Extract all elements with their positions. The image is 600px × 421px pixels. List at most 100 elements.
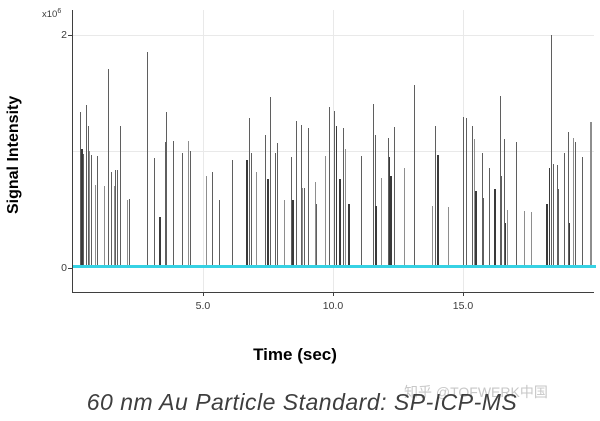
y-axis-title: Signal Intensity xyxy=(5,95,22,215)
spike xyxy=(307,128,309,268)
spike xyxy=(437,154,439,268)
spike xyxy=(507,209,509,268)
spike xyxy=(329,107,331,268)
spike xyxy=(126,200,128,268)
gridline-vertical xyxy=(332,10,334,292)
spike xyxy=(269,96,271,268)
spike xyxy=(147,52,149,268)
spike xyxy=(504,138,506,268)
spike xyxy=(569,222,571,268)
spike xyxy=(86,104,88,268)
spike xyxy=(501,175,503,268)
spike xyxy=(488,167,490,268)
spike xyxy=(83,153,85,268)
x-tick-mark xyxy=(332,292,334,296)
spike xyxy=(568,131,570,268)
spike xyxy=(159,216,162,268)
spike xyxy=(530,212,532,268)
spike xyxy=(447,207,449,268)
spike xyxy=(79,111,81,268)
spike xyxy=(206,175,208,268)
spike xyxy=(548,167,550,268)
gridline-horizontal xyxy=(73,151,594,153)
baseline-zero-line xyxy=(73,265,596,268)
spike xyxy=(108,68,110,268)
spike xyxy=(173,140,175,268)
x-tick-label: 10.0 xyxy=(322,300,344,312)
spike xyxy=(190,151,191,268)
spike xyxy=(558,188,560,268)
spike xyxy=(164,142,166,268)
spike xyxy=(277,143,279,268)
spike xyxy=(80,149,83,268)
spike xyxy=(274,152,276,268)
spike xyxy=(166,111,168,268)
spike xyxy=(515,142,517,268)
spike xyxy=(284,200,286,268)
spike xyxy=(575,142,577,268)
spike xyxy=(104,186,106,268)
spike xyxy=(389,175,392,268)
spike xyxy=(499,95,501,268)
spike xyxy=(551,34,553,268)
spike xyxy=(475,191,478,268)
spike xyxy=(304,187,306,268)
spike xyxy=(343,128,345,268)
x-axis-title: Time (sec) xyxy=(253,345,337,364)
spike xyxy=(115,170,117,268)
spike xyxy=(245,159,248,268)
y-tick-label: 0 xyxy=(61,262,67,274)
spike xyxy=(182,152,184,268)
spike xyxy=(563,152,565,268)
spike xyxy=(250,152,252,268)
spike xyxy=(380,178,382,268)
spike xyxy=(435,125,437,268)
spike xyxy=(389,157,391,268)
spike xyxy=(481,152,483,268)
spike xyxy=(545,203,548,268)
spike xyxy=(473,138,475,268)
spike xyxy=(335,125,337,268)
spike xyxy=(334,110,336,268)
spike xyxy=(113,186,115,268)
spike xyxy=(212,172,214,268)
spike xyxy=(404,167,406,268)
x-tick-label: 5.0 xyxy=(195,300,211,312)
y-tick-mark xyxy=(68,34,72,36)
spike xyxy=(462,116,464,268)
spike xyxy=(266,179,269,268)
spike-layer xyxy=(73,10,594,268)
x-tick-mark xyxy=(462,292,464,296)
spike xyxy=(111,172,113,268)
spike xyxy=(314,181,316,268)
spike xyxy=(472,125,474,268)
spike xyxy=(265,135,267,268)
spike xyxy=(248,117,250,268)
spike xyxy=(300,124,302,268)
gridline-vertical xyxy=(202,10,204,292)
spike xyxy=(553,164,555,268)
y-axis-exponent-label: x106 xyxy=(42,8,62,21)
spike xyxy=(291,157,293,268)
spike xyxy=(581,157,583,268)
spike xyxy=(432,206,434,268)
x-tick-mark xyxy=(202,292,204,296)
spike xyxy=(465,117,467,268)
spike xyxy=(292,200,295,268)
spike xyxy=(218,200,220,268)
spike xyxy=(97,156,99,268)
y-tick-label: 2 xyxy=(61,28,67,41)
spike xyxy=(302,187,304,268)
spike xyxy=(394,127,396,268)
y-tick-mark xyxy=(68,268,72,269)
gridline-horizontal xyxy=(73,34,594,36)
spike xyxy=(232,159,234,268)
spike xyxy=(360,156,362,268)
spike xyxy=(89,151,91,268)
spike xyxy=(374,206,377,268)
spike xyxy=(129,199,131,268)
spike xyxy=(255,172,257,268)
spike xyxy=(414,85,416,268)
spike xyxy=(524,210,526,268)
spike xyxy=(556,165,558,268)
